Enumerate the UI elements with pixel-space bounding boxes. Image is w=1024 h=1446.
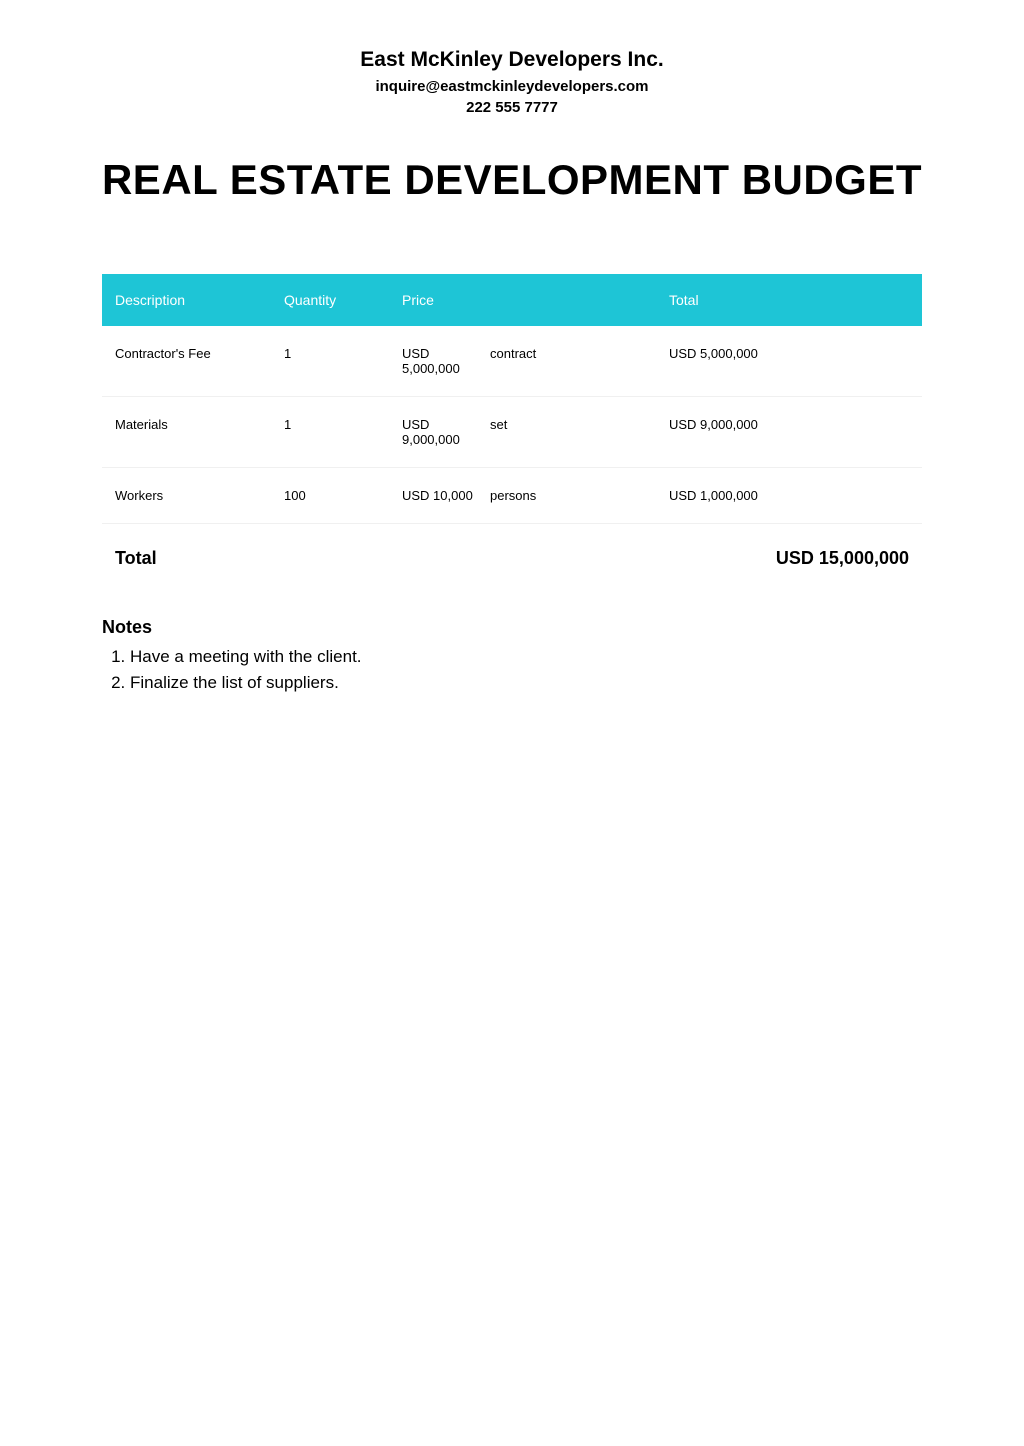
table-row: Materials 1 USD 9,000,000 set USD 9,000,…: [102, 397, 922, 468]
cell-total: USD 5,000,000: [669, 346, 922, 376]
budget-table: Description Quantity Price Total Contrac…: [102, 274, 922, 524]
table-row: Contractor's Fee 1 USD 5,000,000 contrac…: [102, 326, 922, 397]
cell-total: USD 9,000,000: [669, 417, 922, 447]
company-phone: 222 555 7777: [0, 99, 1024, 116]
document-page: East McKinley Developers Inc. inquire@ea…: [0, 0, 1024, 769]
header-price: Price: [402, 292, 669, 308]
cell-quantity: 1: [284, 346, 402, 376]
document-title: REAL ESTATE DEVELOPMENT BUDGET: [0, 156, 1024, 204]
notes-list: Have a meeting with the client. Finalize…: [102, 644, 922, 697]
note-item: Have a meeting with the client.: [130, 644, 922, 670]
notes-heading: Notes: [102, 617, 922, 638]
cell-description: Contractor's Fee: [102, 346, 284, 376]
header-quantity: Quantity: [284, 292, 402, 308]
header-description: Description: [102, 292, 284, 308]
price-unit: persons: [490, 488, 536, 503]
cell-quantity: 100: [284, 488, 402, 503]
price-unit: contract: [490, 346, 536, 376]
table-header-row: Description Quantity Price Total: [102, 274, 922, 326]
cell-price: USD 10,000 persons: [402, 488, 669, 503]
price-unit: set: [490, 417, 507, 447]
price-amount: USD 10,000: [402, 488, 490, 503]
grand-total-label: Total: [115, 548, 157, 569]
cell-quantity: 1: [284, 417, 402, 447]
cell-price: USD 9,000,000 set: [402, 417, 669, 447]
cell-description: Materials: [102, 417, 284, 447]
cell-price: USD 5,000,000 contract: [402, 346, 669, 376]
header-total: Total: [669, 292, 922, 308]
table-row: Workers 100 USD 10,000 persons USD 1,000…: [102, 468, 922, 524]
company-name: East McKinley Developers Inc.: [0, 48, 1024, 72]
cell-description: Workers: [102, 488, 284, 503]
cell-total: USD 1,000,000: [669, 488, 922, 503]
note-item: Finalize the list of suppliers.: [130, 670, 922, 696]
grand-total-row: Total USD 15,000,000: [102, 524, 922, 593]
company-email: inquire@eastmckinleydevelopers.com: [0, 78, 1024, 95]
price-amount: USD 9,000,000: [402, 417, 490, 447]
price-amount: USD 5,000,000: [402, 346, 490, 376]
grand-total-value: USD 15,000,000: [776, 548, 909, 569]
notes-section: Notes Have a meeting with the client. Fi…: [102, 617, 922, 697]
company-header: East McKinley Developers Inc. inquire@ea…: [0, 48, 1024, 116]
